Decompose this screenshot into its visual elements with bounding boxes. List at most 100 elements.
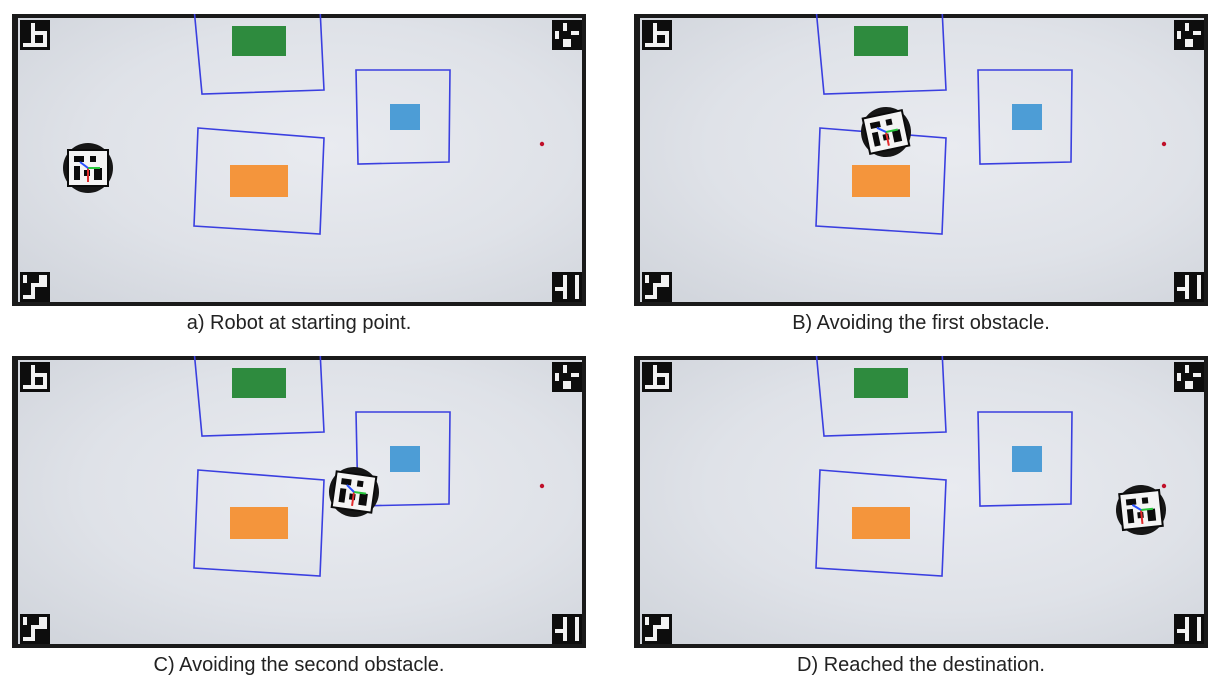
marker-cell bbox=[645, 625, 653, 637]
corner-marker-bottom-left bbox=[642, 272, 672, 302]
blue-obstacle bbox=[1012, 446, 1042, 472]
caption-d: D) Reached the destination. bbox=[797, 654, 1045, 676]
corner-marker-bottom-right bbox=[552, 272, 582, 302]
marker-cell bbox=[571, 377, 579, 389]
green-obstacle bbox=[232, 26, 286, 56]
robot bbox=[63, 143, 113, 193]
camera-view-d bbox=[634, 356, 1208, 648]
blue-obstacle bbox=[390, 446, 420, 472]
marker-cell bbox=[1177, 365, 1185, 373]
robot-y-axis bbox=[885, 128, 898, 133]
robot-x-axis bbox=[1140, 509, 1144, 525]
robot-tag-cell bbox=[1125, 498, 1137, 506]
marker-cell bbox=[657, 287, 669, 299]
robot-tag-cell bbox=[358, 492, 368, 506]
boundary-blue bbox=[977, 411, 1073, 507]
marker-cell bbox=[35, 629, 47, 641]
green-obstacle bbox=[854, 26, 908, 56]
boundary-green bbox=[193, 356, 325, 437]
marker-cell bbox=[645, 23, 653, 43]
destination-point bbox=[1161, 483, 1167, 489]
marker-cell bbox=[571, 35, 579, 47]
marker-cell bbox=[1177, 275, 1185, 287]
robot-y-axis bbox=[353, 491, 367, 495]
corner-marker-top-right bbox=[1174, 362, 1204, 392]
robot-tag-cell bbox=[340, 478, 352, 486]
caption-b: B) Avoiding the first obstacle. bbox=[792, 312, 1050, 334]
marker-cell bbox=[559, 373, 571, 381]
boundary-green bbox=[193, 14, 325, 95]
robot-tag-cell bbox=[869, 121, 881, 130]
marker-cell bbox=[555, 275, 563, 287]
corner-marker-top-right bbox=[552, 362, 582, 392]
robot-tag-cell bbox=[885, 118, 893, 126]
green-obstacle bbox=[854, 368, 908, 398]
blue-obstacle bbox=[390, 104, 420, 130]
orange-obstacle bbox=[852, 165, 910, 197]
corner-marker-top-left bbox=[642, 20, 672, 50]
corner-marker-bottom-left bbox=[20, 614, 50, 644]
robot-y-axis bbox=[1140, 507, 1154, 511]
robot-tag-cell bbox=[338, 488, 347, 503]
marker-cell bbox=[555, 381, 563, 389]
corner-marker-bottom-right bbox=[1174, 272, 1204, 302]
corner-marker-bottom-left bbox=[642, 614, 672, 644]
corner-marker-top-left bbox=[20, 20, 50, 50]
marker-cell bbox=[23, 625, 31, 637]
marker-cell bbox=[657, 35, 665, 43]
marker-cell bbox=[649, 617, 661, 625]
green-obstacle bbox=[232, 368, 286, 398]
marker-cell bbox=[567, 617, 575, 641]
destination-point bbox=[539, 141, 545, 147]
floor bbox=[640, 360, 1204, 644]
marker-cell bbox=[645, 365, 653, 385]
marker-cell bbox=[35, 365, 47, 373]
marker-cell bbox=[645, 283, 653, 295]
marker-cell bbox=[35, 35, 43, 43]
marker-cell bbox=[23, 23, 31, 43]
floor bbox=[18, 18, 582, 302]
destination-point bbox=[1161, 141, 1167, 147]
corner-marker-top-right bbox=[552, 20, 582, 50]
marker-cell bbox=[35, 377, 43, 385]
floor bbox=[640, 18, 1204, 302]
marker-cell bbox=[657, 23, 669, 31]
marker-cell bbox=[1181, 373, 1193, 381]
robot-z-axis bbox=[346, 484, 355, 493]
marker-cell bbox=[1193, 377, 1201, 389]
marker-cell bbox=[1189, 617, 1197, 641]
marker-cell bbox=[23, 283, 31, 295]
robot-tag-cell bbox=[1141, 497, 1149, 504]
panel-b: B) Avoiding the first obstacle. bbox=[634, 14, 1208, 336]
scene-c bbox=[20, 356, 582, 644]
camera-view-b bbox=[634, 14, 1208, 306]
robot bbox=[1116, 485, 1166, 535]
robot-z-axis bbox=[79, 161, 89, 169]
corner-marker-top-right bbox=[1174, 20, 1204, 50]
scene-b bbox=[642, 14, 1204, 302]
marker-cell bbox=[27, 617, 39, 625]
boundary-green bbox=[815, 14, 947, 95]
robot bbox=[329, 467, 379, 517]
marker-cell bbox=[1177, 381, 1185, 389]
marker-cell bbox=[649, 275, 661, 283]
marker-cell bbox=[567, 365, 579, 373]
marker-cell bbox=[35, 287, 47, 299]
marker-cell bbox=[1193, 35, 1201, 47]
robot-z-axis bbox=[1131, 504, 1142, 511]
caption-a: a) Robot at starting point. bbox=[186, 312, 412, 334]
marker-cell bbox=[27, 275, 39, 283]
robot-x-axis bbox=[351, 491, 355, 507]
camera-view-a bbox=[12, 14, 586, 306]
boundary-orange bbox=[815, 469, 947, 577]
marker-cell bbox=[1181, 31, 1193, 39]
panel-c: C) Avoiding the second obstacle. bbox=[12, 356, 586, 678]
robot-tag-cell bbox=[94, 168, 102, 180]
marker-cell bbox=[567, 23, 579, 31]
boundary-orange bbox=[193, 127, 325, 235]
orange-obstacle bbox=[230, 507, 288, 539]
corner-marker-bottom-right bbox=[552, 614, 582, 644]
marker-cell bbox=[567, 275, 575, 299]
robot-tag-cell bbox=[871, 131, 881, 147]
blue-obstacle bbox=[1012, 104, 1042, 130]
